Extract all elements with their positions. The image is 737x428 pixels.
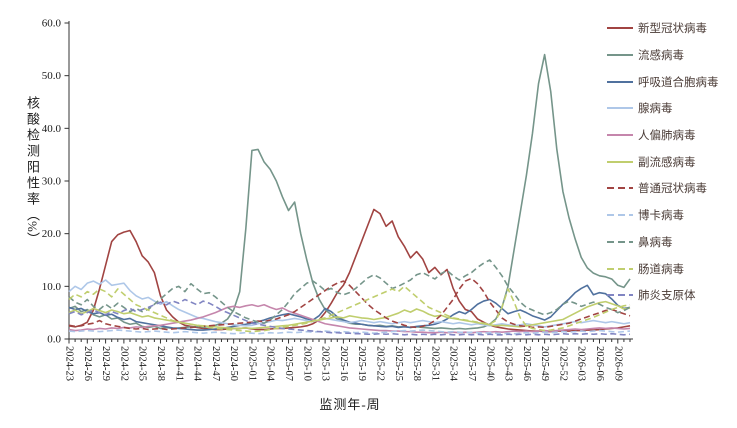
legend-label: 鼻病毒 <box>638 236 673 249</box>
legend-label: 呼吸道合胞病毒 <box>638 76 719 89</box>
x-tick-label: 2024-38 <box>155 346 166 381</box>
y-axis-title-text: 核酸检测阳性率 <box>25 96 40 208</box>
x-tick-label: 2026-09 <box>612 346 623 381</box>
x-tick-label: 2025-37 <box>466 346 477 381</box>
y-tick-label: 20.0 <box>42 228 62 240</box>
y-tick-label: 40.0 <box>42 123 62 135</box>
x-tick-label: 2026-06 <box>594 346 605 381</box>
legend-line-swatch-9 <box>607 267 633 270</box>
x-tick-label: 2025-49 <box>539 346 550 381</box>
x-tick-label: 2024-44 <box>192 346 203 382</box>
legend-label: 肺炎支原体 <box>638 290 696 303</box>
y-tick-label: 30.0 <box>42 176 62 188</box>
series-line-6 <box>68 277 631 331</box>
x-tick-label: 2024-23 <box>64 346 75 381</box>
legend-label: 新型冠状病毒 <box>638 23 707 36</box>
x-tick-label: 2025-07 <box>283 346 294 381</box>
y-tick-label: 50.0 <box>42 70 62 82</box>
legend-line-swatch-6 <box>607 187 633 190</box>
legend-line-swatch-7 <box>607 214 633 217</box>
series-line-9 <box>68 285 631 333</box>
x-tick-label: 2025-16 <box>338 346 349 381</box>
legend-line-swatch-8 <box>607 240 633 243</box>
x-tick-label: 2025-34 <box>448 346 459 382</box>
legend-item-8: 鼻病毒 <box>607 229 737 256</box>
axes <box>68 21 633 340</box>
series-line-10 <box>68 298 631 336</box>
legend-line-swatch-4 <box>607 134 633 137</box>
legend-item-0: 新型冠状病毒 <box>607 15 737 42</box>
legend-label: 肠道病毒 <box>638 263 684 276</box>
y-axis-ticks: 0.0 10.0 20.0 30.0 40.0 50.0 60.0 <box>42 18 69 346</box>
x-tick-label: 2025-22 <box>374 346 385 381</box>
legend-label: 博卡病毒 <box>638 210 684 223</box>
x-tick-label: 2024-29 <box>100 346 111 381</box>
x-tick-label: 2025-04 <box>265 346 276 382</box>
series-line-5 <box>68 300 631 330</box>
legend: 新型冠状病毒 流感病毒呼吸道合胞病毒 腺病毒人偏肺病毒副流感病毒普通冠状病毒 博卡病毒… <box>607 15 737 309</box>
legend-line-swatch-10 <box>607 294 633 297</box>
x-tick-label: 2025-19 <box>356 346 367 381</box>
series-line-0 <box>68 208 631 333</box>
x-tick-label: 2025-52 <box>557 346 568 381</box>
y-tick-label: 0.0 <box>47 334 61 346</box>
x-tick-label: 2025-25 <box>393 346 404 381</box>
legend-item-9: 肠道病毒 <box>607 255 737 282</box>
x-axis-ticks: 2024-23 2024-26 2024-29 2024-32 2024-35 2024-… <box>64 339 631 382</box>
legend-line-swatch-3 <box>607 107 633 110</box>
legend-item-5: 副流感病毒 <box>607 148 737 175</box>
x-tick-label: 2024-35 <box>137 346 148 381</box>
y-tick-label: 10.0 <box>42 281 62 293</box>
legend-line-swatch-5 <box>607 160 633 163</box>
x-tick-label: 2025-40 <box>484 346 495 381</box>
x-axis-title: 监测年-周 <box>319 397 381 412</box>
x-tick-label: 2025-31 <box>429 346 440 381</box>
legend-item-2: 呼吸道合胞病毒 <box>607 68 737 95</box>
series-line-7 <box>68 329 631 335</box>
legend-item-6: 普通冠状病毒 <box>607 175 737 202</box>
series-line-1 <box>68 53 631 330</box>
x-tick-label: 2024-32 <box>118 346 129 381</box>
legend-item-7: 博卡病毒 <box>607 202 737 229</box>
series-line-8 <box>68 259 631 325</box>
legend-line-swatch-0 <box>607 27 633 30</box>
y-axis-title: 核酸检测阳性率（%） <box>25 96 40 245</box>
series-line-4 <box>68 303 631 334</box>
x-tick-label: 2025-10 <box>301 346 312 381</box>
x-tick-label: 2025-13 <box>320 346 331 381</box>
legend-label: 腺病毒 <box>638 103 673 116</box>
x-tick-label: 2024-50 <box>228 346 239 381</box>
legend-label: 副流感病毒 <box>638 156 696 169</box>
x-tick-label: 2025-28 <box>411 346 422 381</box>
x-tick-label: 2024-26 <box>82 346 93 381</box>
legend-item-4: 人偏肺病毒 <box>607 122 737 149</box>
x-tick-label: 2024-41 <box>173 346 184 381</box>
legend-label: 人偏肺病毒 <box>638 130 696 143</box>
legend-item-1: 流感病毒 <box>607 42 737 69</box>
x-tick-label: 2025-43 <box>503 346 514 381</box>
legend-label: 普通冠状病毒 <box>638 183 707 196</box>
legend-line-swatch-2 <box>607 80 633 83</box>
x-tick-label: 2025-46 <box>521 346 532 381</box>
legend-item-3: 腺病毒 <box>607 95 737 122</box>
x-tick-label: 2025-01 <box>246 346 257 381</box>
legend-line-swatch-1 <box>607 54 633 57</box>
x-tick-label: 2026-03 <box>576 346 587 381</box>
x-tick-label: 2024-47 <box>210 346 221 381</box>
y-axis-unit: （%） <box>25 208 40 245</box>
legend-item-10: 肺炎支原体 <box>607 282 737 309</box>
series-line-3 <box>68 279 631 328</box>
y-tick-label: 60.0 <box>42 18 62 30</box>
legend-label: 流感病毒 <box>638 50 684 63</box>
